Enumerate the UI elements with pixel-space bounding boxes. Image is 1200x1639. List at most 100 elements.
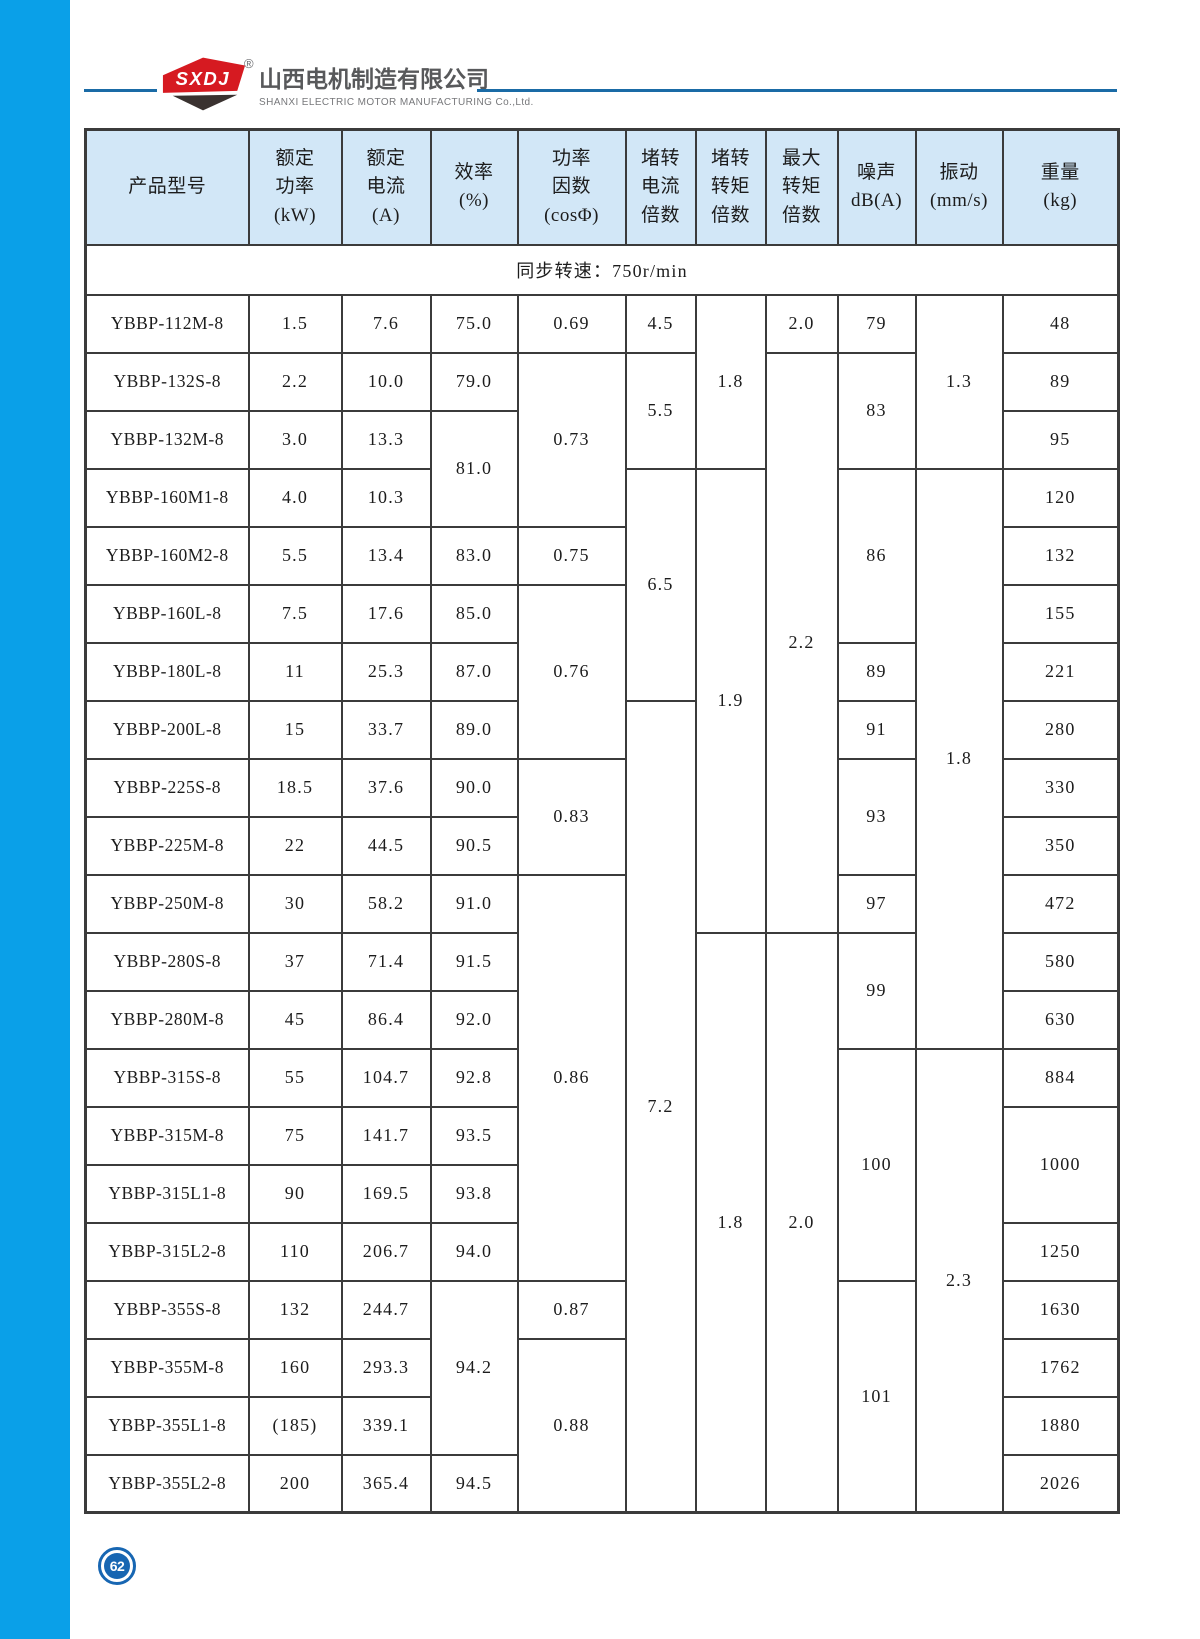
value-cell: 89	[836, 641, 917, 702]
value-cell: 99	[836, 931, 917, 1050]
value-cell: 86.4	[340, 989, 432, 1050]
header-cell-6: 堵转 转矩 倍数	[694, 128, 767, 246]
value-cell: 0.88	[516, 1337, 627, 1514]
value-cell: 4.5	[624, 293, 697, 354]
value-cell: 15	[247, 699, 343, 760]
value-cell: 132	[247, 1279, 343, 1340]
table-row: YBBP-225S-8 18.5 37.6 90.0 0.83 93 330	[84, 757, 1120, 876]
value-cell: 630	[1001, 989, 1120, 1050]
value-cell: 87.0	[429, 641, 519, 702]
value-cell: 2026	[1001, 1453, 1120, 1514]
value-cell: 92.0	[429, 989, 519, 1050]
value-cell: 75.0	[429, 293, 519, 354]
subtitle-row: 同步转速：750r/min	[84, 243, 1120, 296]
model-cell: YBBP-315L2-8	[84, 1221, 250, 1282]
value-cell: 89	[1001, 351, 1120, 412]
value-cell: 75	[247, 1105, 343, 1166]
page-number: 62	[104, 1553, 130, 1579]
table-row: YBBP-315L2-8 110 206.7 94.0 1250	[84, 1221, 1120, 1282]
header-cell-4: 功率 因数 (cosΦ)	[516, 128, 627, 246]
value-cell: 86	[836, 467, 917, 644]
value-cell: 3.0	[247, 409, 343, 470]
value-cell: 71.4	[340, 931, 432, 992]
header-cell-1: 额定 功率 (kW)	[247, 128, 343, 246]
table-row: YBBP-315L1-8 90 169.5 93.8	[84, 1163, 1119, 1224]
value-cell: 2.3	[914, 1047, 1004, 1514]
value-cell: 1.3	[914, 293, 1004, 470]
value-cell: 94.0	[429, 1221, 519, 1282]
value-cell: 1.8	[914, 467, 1004, 1050]
value-cell: 472	[1001, 873, 1120, 934]
value-cell: 160	[247, 1337, 343, 1398]
value-cell: 79	[836, 293, 917, 354]
header-rule-left	[84, 89, 157, 92]
value-cell: 92.8	[429, 1047, 519, 1108]
value-cell: 18.5	[247, 757, 343, 818]
model-cell: YBBP-132S-8	[84, 351, 250, 412]
table-row: YBBP-225M-8 22 44.5 90.5 350	[84, 815, 1120, 876]
value-cell: 17.6	[340, 583, 432, 644]
value-cell: 89.0	[429, 699, 519, 760]
company-name-cn: 山西电机制造有限公司	[259, 66, 489, 92]
value-cell: 10.0	[340, 351, 432, 412]
model-cell: YBBP-315M-8	[84, 1105, 250, 1166]
value-cell: 6.5	[624, 467, 697, 702]
value-cell: 10.3	[340, 467, 432, 528]
table-row: YBBP-280M-8 45 86.4 92.0 630	[84, 989, 1120, 1050]
value-cell: 93.8	[429, 1163, 519, 1224]
table-row: YBBP-160M2-8 5.5 13.4 83.0 0.75 132	[84, 525, 1120, 586]
value-cell: 120	[1001, 467, 1120, 528]
value-cell: (185)	[247, 1395, 343, 1456]
model-cell: YBBP-200L-8	[84, 699, 250, 760]
value-cell: 0.73	[516, 351, 627, 528]
header-cell-10: 重量 (kg)	[1001, 128, 1120, 246]
header-cell-3: 效率 (%)	[429, 128, 519, 246]
table-row: YBBP-355S-8 132 244.7 94.2 0.87 101 1630	[84, 1279, 1120, 1514]
value-cell: 22	[247, 815, 343, 876]
table-subtitle: 同步转速：750r/min	[84, 243, 1120, 296]
value-cell: 11	[247, 641, 343, 702]
value-cell: 93.5	[429, 1105, 519, 1166]
value-cell: 13.3	[340, 409, 432, 470]
value-cell: 93	[836, 757, 917, 876]
header-cell-2: 额定 电流 (A)	[340, 128, 432, 246]
header-cell-7: 最大 转矩 倍数	[764, 128, 839, 246]
value-cell: 200	[247, 1453, 343, 1514]
spec-table-head: 产品型号 额定 功率 (kW) 额定 电流 (A) 效率 (%) 功率 因数 (cosΦ…	[84, 128, 1120, 246]
table-row: YBBP-250M-8 30 58.2 91.0 0.86 97 472	[84, 873, 1120, 1282]
model-cell: YBBP-225M-8	[84, 815, 250, 876]
value-cell: 90.5	[429, 815, 519, 876]
value-cell: 85.0	[429, 583, 519, 644]
table-row: YBBP-180L-8 11 25.3 87.0 89 221	[84, 641, 1120, 702]
value-cell: 1630	[1001, 1279, 1120, 1340]
model-cell: YBBP-132M-8	[84, 409, 250, 470]
value-cell: 55	[247, 1047, 343, 1108]
value-cell: 2.0	[764, 931, 839, 1514]
value-cell: 1000	[1001, 1105, 1120, 1224]
value-cell: 7.5	[247, 583, 343, 644]
header-cell-9: 振动 (mm/s)	[914, 128, 1004, 246]
header-cell-5: 堵转 电流 倍数	[624, 128, 697, 246]
table-row: YBBP-315S-8 55 104.7 92.8 100 2.3 884	[84, 1047, 1120, 1514]
value-cell: 79.0	[429, 351, 519, 412]
value-cell: 100	[836, 1047, 917, 1282]
model-cell: YBBP-280M-8	[84, 989, 250, 1050]
value-cell: 580	[1001, 931, 1120, 992]
value-cell: 4.0	[247, 467, 343, 528]
value-cell: 280	[1001, 699, 1120, 760]
company-name-en: SHANXI ELECTRIC MOTOR MANUFACTURING Co.,…	[259, 97, 534, 108]
header-cell-8: 噪声 dB(A)	[836, 128, 917, 246]
value-cell: 293.3	[340, 1337, 432, 1398]
value-cell: 37	[247, 931, 343, 992]
table-row: YBBP-160L-8 7.5 17.6 85.0 0.76 155	[84, 583, 1120, 760]
sxdj-logo: SXDJ	[162, 57, 246, 111]
model-cell: YBBP-355L2-8	[84, 1453, 250, 1514]
spec-table: 产品型号 额定 功率 (kW) 额定 电流 (A) 效率 (%) 功率 因数 (cosΦ…	[84, 128, 1120, 1514]
page-edge-accent-bar	[0, 0, 70, 1639]
model-cell: YBBP-250M-8	[84, 873, 250, 934]
value-cell: 1762	[1001, 1337, 1120, 1398]
value-cell: 5.5	[624, 351, 697, 470]
value-cell: 94.2	[429, 1279, 519, 1456]
model-cell: YBBP-315L1-8	[84, 1163, 250, 1224]
